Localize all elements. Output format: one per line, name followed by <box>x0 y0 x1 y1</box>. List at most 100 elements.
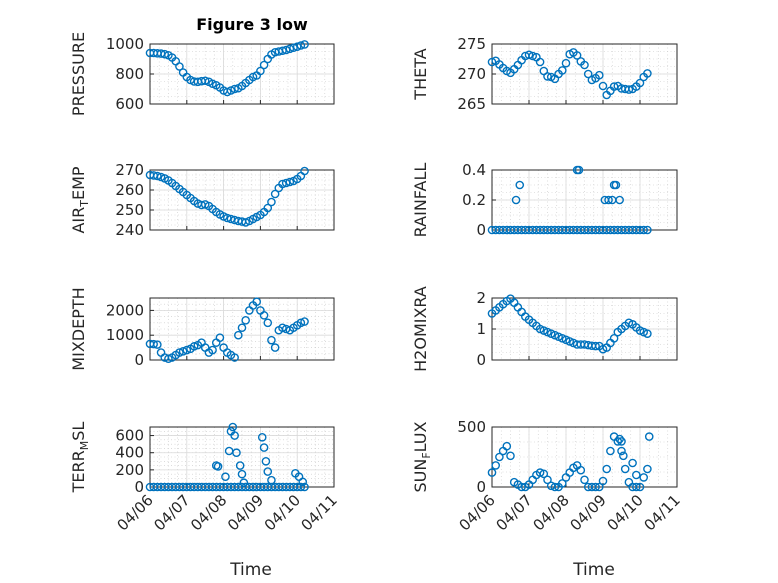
data-point <box>153 171 162 181</box>
y-tick-label: 0 <box>476 478 486 496</box>
data-point <box>602 464 612 474</box>
data-point <box>639 473 649 482</box>
data-point <box>153 340 162 349</box>
data-point <box>572 51 582 60</box>
data-point <box>289 43 298 53</box>
y-axis-label-text: H2OMIXRA <box>411 286 430 372</box>
data-point <box>261 456 271 466</box>
data-point <box>241 316 250 325</box>
data-point <box>576 465 586 475</box>
data-point <box>550 482 560 492</box>
data-point <box>506 451 515 461</box>
y-axis-label-text: SL <box>69 422 88 441</box>
y-axis-label: H2OMIXRA <box>411 286 430 372</box>
y-tick-label: 1 <box>476 320 486 338</box>
data-point <box>502 441 512 451</box>
x-tick-label: 04/07 <box>493 491 536 534</box>
y-tick-label: 1000 <box>106 35 144 53</box>
data-point <box>259 443 269 452</box>
y-axis-label-subscript: F <box>420 452 433 458</box>
data-point <box>643 329 652 338</box>
axes-box <box>149 169 335 231</box>
subplot-3: 240 250 260 270 AIRTEMP <box>69 161 335 239</box>
data-point <box>296 482 306 492</box>
data-point <box>296 318 306 328</box>
data-point <box>611 180 621 190</box>
data-point <box>281 45 291 55</box>
data-point <box>604 195 613 205</box>
data-point <box>178 347 188 356</box>
subplot-4: 0 0.2 0.4 RAINFALL <box>411 161 678 239</box>
y-axis-label-subscript: M <box>78 441 91 451</box>
data-point <box>257 432 267 442</box>
data-point <box>267 335 276 345</box>
y-axis-label: THETA <box>411 48 430 100</box>
y-axis-label: RAINFALL <box>411 163 430 238</box>
data-point <box>574 165 584 175</box>
y-axis-label-text: PRESSURE <box>69 32 88 116</box>
y-tick-label: 2000 <box>106 301 144 319</box>
y-axis-label-text: THETA <box>411 48 430 100</box>
data-point <box>213 462 223 471</box>
y-tick-label: 600 <box>115 95 144 113</box>
data-point <box>543 475 552 485</box>
data-point <box>175 348 184 357</box>
data-point <box>580 475 589 485</box>
data-point <box>200 76 210 86</box>
x-axis-label-left: Time <box>229 560 272 580</box>
y-tick-label: 1000 <box>106 326 144 344</box>
y-axis-label: PRESSURE <box>69 32 88 116</box>
data-point <box>591 482 600 492</box>
data-point <box>160 49 170 59</box>
y-tick-label: 260 <box>115 181 144 199</box>
y-tick-label: 0.2 <box>462 191 486 209</box>
data-point <box>235 461 245 470</box>
x-tick-label: 04/09 <box>224 491 267 534</box>
y-tick-label: 200 <box>115 461 144 479</box>
data-point <box>643 69 652 78</box>
subplot-1: 600 800 1000 PRESSURE <box>69 32 335 116</box>
data-point <box>149 339 158 349</box>
data-point <box>620 464 630 474</box>
x-tick-label: 04/10 <box>604 491 647 534</box>
y-tick-label: 0 <box>476 351 486 369</box>
x-tick-label: 04/06 <box>456 491 499 534</box>
data-point <box>635 78 645 88</box>
data-point <box>230 431 239 440</box>
data-point <box>643 464 652 474</box>
data-point <box>528 51 538 61</box>
data-point <box>539 469 549 479</box>
subplot-6: 0 1 2 H2OMIXRA <box>411 286 678 372</box>
data-point <box>632 470 641 480</box>
data-point <box>613 437 623 446</box>
y-axis-label-text: MIXDEPTH <box>69 287 88 370</box>
axes-box <box>491 297 678 361</box>
y-axis-label-subscript: T <box>78 200 91 208</box>
data-point <box>300 317 309 326</box>
y-axis-label-text: AIR <box>69 207 88 234</box>
subplot-2: 265 270 275 THETA <box>411 35 678 113</box>
data-point <box>591 341 600 351</box>
y-tick-label: 0 <box>134 351 144 369</box>
data-point <box>619 451 628 461</box>
y-axis-label-text: EMP <box>69 166 88 200</box>
data-point <box>182 345 192 355</box>
data-point <box>543 72 552 81</box>
data-point <box>624 85 634 94</box>
y-tick-label: 275 <box>457 35 486 53</box>
data-point <box>270 189 280 199</box>
x-tick-label: 04/06 <box>114 491 157 534</box>
y-tick-label: 270 <box>115 161 144 179</box>
y-axis-label-text: SUN <box>411 459 430 493</box>
data-point <box>164 354 173 364</box>
data-point <box>252 297 262 307</box>
data-point <box>300 40 309 49</box>
y-axis-label: MIXDEPTH <box>69 287 88 370</box>
x-tick-label: 04/11 <box>641 491 684 534</box>
data-point <box>487 57 497 67</box>
data-point <box>263 467 273 476</box>
y-axis-label: AIRTEMP <box>69 166 91 233</box>
data-point <box>292 42 302 52</box>
